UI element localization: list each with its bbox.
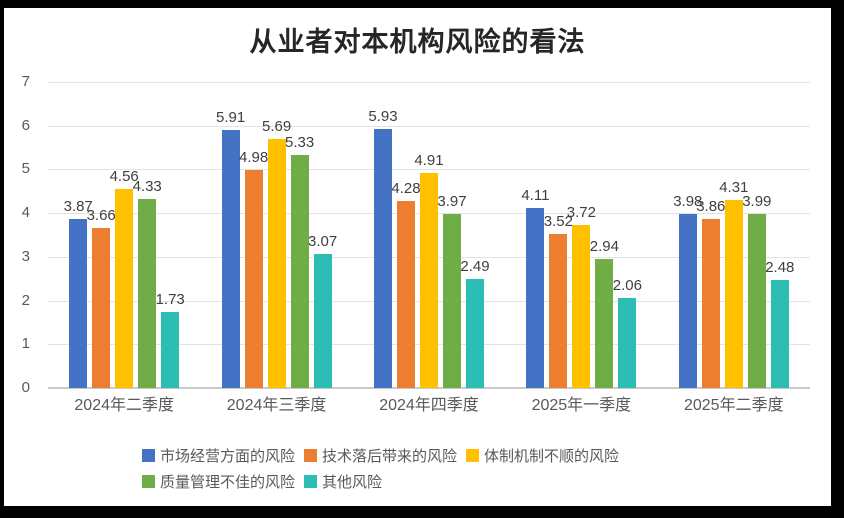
y-axis-tick-6: 6 <box>21 116 30 134</box>
bar-2025年一季度-s2 <box>572 225 591 388</box>
y-axis-tick-1: 1 <box>21 335 30 353</box>
bar-2025年一季度-s4 <box>618 297 637 388</box>
bar-2025年二季度-s0 <box>678 214 697 388</box>
bar-2024年四季度-s2 <box>420 173 438 388</box>
legend-item-4: 其他风险 <box>304 471 382 492</box>
bar-2024年二季度-s1 <box>92 228 111 388</box>
bar-value-label: 3.97 <box>437 193 467 211</box>
legend-item-2: 体制机制不顺的风险 <box>466 445 619 466</box>
bar-value-label: 3.07 <box>307 232 338 250</box>
chart-page: 从业者对本机构风险的看法 0 1 2 3 4 5 6 7 3.87 3.66 4.56 4.33 1.7… <box>4 8 831 506</box>
bar-2025年二季度-s3 <box>747 213 766 388</box>
bar-value-label: 4.91 <box>414 152 444 170</box>
bar-2024年二季度-s4 <box>161 312 180 388</box>
legend-swatch-icon <box>304 449 318 462</box>
bar-2024年二季度-s0 <box>69 218 88 388</box>
legend-label: 技术落后带来的风险 <box>322 448 458 465</box>
bar-2024年三季度-s0 <box>221 129 240 388</box>
bar-2024年四季度-s4 <box>466 279 484 388</box>
bar-2024年三季度-s2 <box>267 139 286 388</box>
gridline-y7 <box>48 82 810 83</box>
y-axis-tick-7: 7 <box>21 73 30 90</box>
gridline-y0 <box>48 387 810 389</box>
bar-value-label: 4.28 <box>391 179 421 197</box>
bar-value-label: 5.93 <box>368 107 398 125</box>
bar-value-label: 1.73 <box>155 291 185 309</box>
bar-value-label: 4.31 <box>719 178 749 196</box>
bar-value-label: 4.11 <box>521 187 550 205</box>
legend: 市场经营方面的风险 技术落后带来的风险 体制机制不顺的风险质量管理不佳的风险 其他风险 <box>142 445 619 492</box>
bar-2024年四季度-s0 <box>374 128 392 388</box>
legend-label: 质量管理不佳的风险 <box>160 474 296 491</box>
legend-item-0: 市场经营方面的风险 <box>142 445 295 466</box>
y-axis-tick-5: 5 <box>21 160 30 178</box>
bar-2025年二季度-s4 <box>770 279 789 388</box>
bar-2025年一季度-s0 <box>526 208 545 388</box>
bar-value-label: 3.52 <box>543 213 573 231</box>
bar-value-label: 4.98 <box>238 149 269 167</box>
plot-area: 0 1 2 3 4 5 6 7 3.87 3.66 4.56 4.33 1.73 2024年二季度 5.91… <box>4 8 831 506</box>
gridline-y6 <box>48 125 810 127</box>
bar-value-label: 3.99 <box>742 192 772 210</box>
y-axis-tick-4: 4 <box>21 204 30 222</box>
legend-label: 体制机制不顺的风险 <box>484 448 620 465</box>
y-axis-tick-3: 3 <box>21 247 30 265</box>
legend-row-0: 市场经营方面的风险 技术落后带来的风险 体制机制不顺的风险 <box>142 445 619 466</box>
bar-value-label: 3.86 <box>696 198 726 216</box>
x-axis-category-3: 2025年一季度 <box>531 397 632 414</box>
legend-swatch-icon <box>466 449 480 462</box>
bar-value-label: 3.98 <box>673 193 703 211</box>
bar-value-label: 5.69 <box>261 118 292 136</box>
bar-value-label: 2.48 <box>765 258 795 276</box>
bar-value-label: 3.87 <box>63 197 93 215</box>
bar-2024年四季度-s1 <box>397 200 415 388</box>
bar-2024年二季度-s2 <box>115 188 134 388</box>
bar-2025年一季度-s1 <box>549 234 568 388</box>
bar-value-label: 2.94 <box>589 238 619 256</box>
bar-value-label: 2.06 <box>612 276 642 294</box>
bar-value-label: 3.72 <box>566 204 596 222</box>
bar-value-label: 2.49 <box>460 258 490 276</box>
legend-item-1: 技术落后带来的风险 <box>304 445 457 466</box>
x-axis-category-2: 2024年四季度 <box>379 397 479 414</box>
bar-2024年三季度-s4 <box>313 253 332 388</box>
gridline-y5 <box>48 169 810 171</box>
x-axis-category-4: 2025年二季度 <box>683 397 784 414</box>
legend-label: 其他风险 <box>322 474 383 491</box>
bar-value-label: 5.91 <box>215 108 246 126</box>
x-axis-category-0: 2024年二季度 <box>74 397 174 414</box>
chart-title: 从业者对本机构风险的看法 <box>249 27 586 57</box>
legend-label: 市场经营方面的风险 <box>160 448 296 465</box>
y-axis-tick-0: 0 <box>21 379 30 396</box>
bar-2024年二季度-s3 <box>138 198 157 388</box>
bar-2024年四季度-s3 <box>443 214 461 388</box>
bar-value-label: 5.33 <box>284 134 315 151</box>
bar-value-label: 3.66 <box>86 207 116 224</box>
bar-value-label: 4.33 <box>132 177 162 195</box>
legend-swatch-icon <box>142 475 155 488</box>
bar-2025年二季度-s1 <box>701 219 720 388</box>
bar-2025年一季度-s3 <box>595 259 614 388</box>
legend-row-1: 质量管理不佳的风险 其他风险 <box>142 471 619 492</box>
legend-swatch-icon <box>304 475 318 488</box>
y-axis-tick-2: 2 <box>21 291 30 309</box>
x-axis-category-1: 2024年三季度 <box>226 397 327 414</box>
legend-item-3: 质量管理不佳的风险 <box>142 471 295 492</box>
bar-value-label: 4.56 <box>109 167 139 185</box>
bar-2024年三季度-s1 <box>244 170 263 388</box>
legend-swatch-icon <box>142 449 155 462</box>
bar-2024年三季度-s3 <box>290 155 309 388</box>
bar-2025年二季度-s2 <box>724 199 743 388</box>
